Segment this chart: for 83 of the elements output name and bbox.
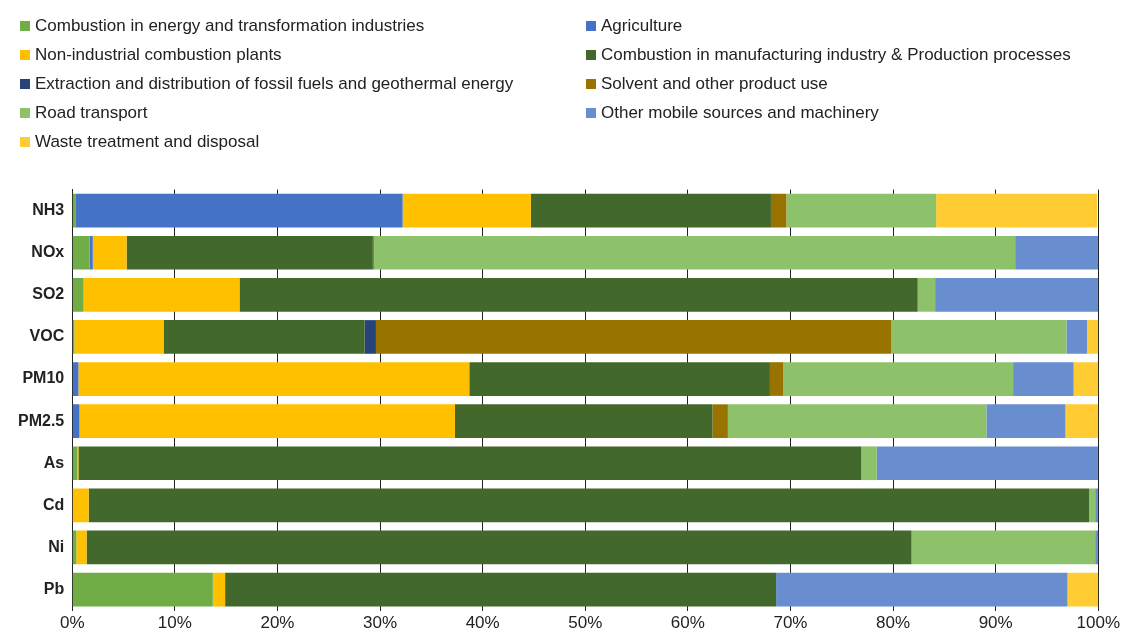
x-tick-label: 60%	[670, 613, 705, 633]
x-tick-label: 0%	[59, 613, 85, 633]
bar	[74, 320, 164, 354]
bar	[911, 530, 1096, 565]
y-tick-label: NOx	[31, 243, 65, 261]
bar	[861, 446, 877, 481]
bar	[126, 235, 373, 270]
bar	[402, 193, 531, 228]
bar	[163, 320, 365, 354]
bar	[373, 235, 1016, 270]
legend-label: Extraction and distribution of fossil fuels and geothermal energy	[35, 74, 514, 94]
bar	[1095, 488, 1099, 523]
bar	[375, 320, 892, 354]
bar	[76, 530, 87, 565]
bar	[72, 488, 89, 523]
bar	[78, 362, 470, 396]
bar	[72, 235, 90, 270]
x-tick-label: 90%	[978, 613, 1013, 633]
bar	[727, 404, 987, 438]
bar	[1067, 572, 1099, 607]
bar	[936, 193, 1098, 228]
x-tick-label: 10%	[157, 613, 192, 633]
bar	[1065, 404, 1099, 438]
x-tick-label: 20%	[260, 613, 295, 633]
bar	[935, 278, 1099, 312]
bar	[92, 235, 127, 270]
legend-label: Solvent and other product use	[601, 74, 828, 94]
bar	[783, 362, 1014, 396]
legend-label: Non-industrial combustion plants	[35, 45, 282, 65]
bar	[986, 404, 1066, 438]
bar	[530, 193, 771, 228]
bar	[72, 572, 213, 607]
bar	[79, 404, 455, 438]
x-tick-label: 50%	[568, 613, 603, 633]
legend-label: Combustion in manufacturing industry & Production processes	[601, 45, 1071, 65]
bar	[88, 488, 1090, 523]
y-tick-label: Pb	[43, 579, 65, 597]
bar	[225, 572, 777, 607]
y-tick-label: Ni	[48, 537, 65, 555]
y-tick-label: VOC	[29, 327, 65, 345]
bar	[876, 446, 1099, 481]
bar	[72, 278, 84, 312]
bar	[364, 320, 376, 354]
y-tick-label: Cd	[42, 495, 65, 513]
bar	[75, 193, 403, 228]
bar	[769, 362, 784, 396]
bar	[1013, 362, 1074, 396]
bar	[776, 572, 1068, 607]
bar	[86, 530, 912, 565]
bar	[212, 572, 226, 607]
legend-label: Waste treatment and disposal	[35, 132, 260, 152]
legend-label: Agriculture	[601, 16, 683, 36]
bar	[712, 404, 728, 438]
bar	[786, 193, 937, 228]
y-tick-label: PM2.5	[17, 411, 65, 429]
bar	[89, 235, 93, 270]
legend-label: Road transport	[35, 103, 148, 123]
bar	[454, 404, 713, 438]
legend-label: Combustion in energy and transformation industries	[35, 16, 425, 36]
x-tick-label: 100%	[1076, 613, 1120, 633]
bar	[1015, 235, 1099, 270]
x-tick-label: 30%	[363, 613, 398, 633]
bar	[469, 362, 770, 396]
bar	[78, 446, 862, 481]
bar	[83, 278, 240, 312]
bar	[1073, 362, 1099, 396]
bar	[770, 193, 787, 228]
x-tick-label: 40%	[465, 613, 500, 633]
legend-label: Other mobile sources and machinery	[601, 103, 879, 123]
y-tick-label: NH3	[32, 201, 65, 219]
x-tick-label: 80%	[876, 613, 911, 633]
bar	[1095, 530, 1099, 565]
y-tick-label: As	[43, 453, 65, 471]
bar	[1086, 320, 1099, 354]
bar	[239, 278, 918, 312]
bar	[1089, 488, 1096, 523]
x-tick-label: 70%	[773, 613, 808, 633]
y-tick-label: SO2	[32, 285, 65, 303]
bar	[1066, 320, 1087, 354]
bar	[891, 320, 1067, 354]
y-tick-label: PM10	[22, 369, 65, 387]
bar	[72, 404, 80, 438]
bar	[917, 278, 936, 312]
